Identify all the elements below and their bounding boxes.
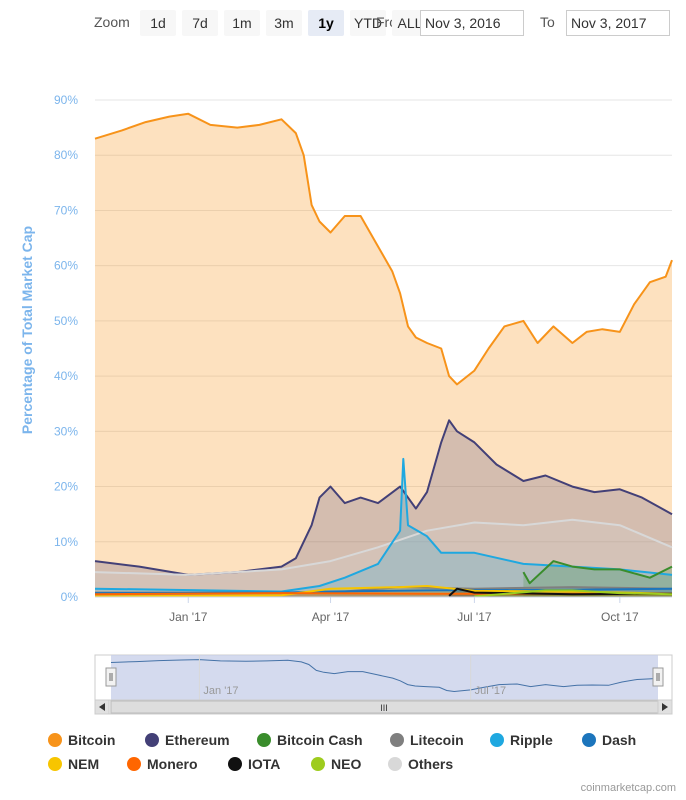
legend-dot: [257, 733, 271, 747]
y-tick-label: 20%: [54, 480, 78, 494]
zoom-7d-button[interactable]: 7d: [182, 10, 218, 36]
legend-label: NEM: [68, 756, 100, 772]
zoom-label: Zoom: [94, 14, 130, 30]
legend-dot: [228, 757, 242, 771]
legend-label: Monero: [147, 756, 198, 772]
legend-label: Ethereum: [165, 732, 230, 748]
market-cap-chart: 0% 10% 20% 30% 40% 50% 60% 70% 80% 90% Jan '17 Apr…: [19, 93, 673, 715]
legend-label: Bitcoin Cash: [277, 732, 363, 748]
legend-label: Ripple: [510, 732, 553, 748]
zoom-1d-button[interactable]: 1d: [140, 10, 176, 36]
line-others[interactable]: [94, 518, 673, 576]
y-axis-label: Percentage of Total Market Cap: [19, 226, 35, 434]
legend-item-bitcoin[interactable]: Bitcoin: [48, 732, 115, 752]
legend-item-ripple[interactable]: Ripple: [490, 732, 553, 752]
navigator-tick-label: Jul '17: [475, 685, 506, 697]
x-tick-label: Apr '17: [312, 610, 350, 624]
line-neo[interactable]: [474, 589, 673, 598]
area-ripple: [95, 458, 672, 597]
line-iota[interactable]: [448, 587, 673, 597]
legend: Bitcoin Ethereum Bitcoin Cash Litecoin R…: [0, 732, 686, 776]
x-tick-label: Jan '17: [169, 610, 208, 624]
legend-dot: [127, 757, 141, 771]
legend-item-monero[interactable]: Monero: [127, 756, 198, 776]
legend-item-bitcoin-cash[interactable]: Bitcoin Cash: [257, 732, 363, 752]
navigator-tick-label: Jan '17: [203, 685, 238, 697]
scrollbar-grip: III: [380, 703, 388, 713]
area-bitcoin: [95, 113, 672, 598]
navigator-right-handle[interactable]: [652, 667, 664, 687]
legend-item-others[interactable]: Others: [388, 756, 453, 776]
legend-dot: [582, 733, 596, 747]
legend-label: Dash: [602, 732, 637, 748]
legend-dot: [48, 733, 62, 747]
x-axis-ticks: Jan '17 Apr '17 Jul '17 Oct '17: [95, 596, 672, 624]
zoom-1y-button[interactable]: 1y: [308, 10, 344, 36]
navigator-selection[interactable]: [111, 655, 658, 700]
y-tick-label: 40%: [54, 369, 78, 383]
y-tick-label: 30%: [54, 424, 78, 438]
line-ethereum[interactable]: [94, 419, 673, 576]
legend-item-dash[interactable]: Dash: [582, 732, 636, 752]
y-tick-label: 80%: [54, 148, 78, 162]
to-label: To: [540, 14, 555, 30]
y-tick-label: 90%: [54, 93, 78, 107]
legend-item-nem[interactable]: NEM: [48, 756, 99, 776]
zoom-1m-button[interactable]: 1m: [224, 10, 260, 36]
x-tick-label: Jul '17: [457, 610, 492, 624]
legend-label: IOTA: [248, 756, 281, 772]
y-tick-label: 50%: [54, 314, 78, 328]
legend-dot: [48, 757, 62, 771]
line-bitcoin[interactable]: [94, 112, 673, 386]
legend-dot: [390, 733, 404, 747]
y-tick-label: 10%: [54, 535, 78, 549]
legend-item-iota[interactable]: IOTA: [228, 756, 280, 776]
to-date-input[interactable]: Nov 3, 2017: [566, 10, 670, 36]
area-ethereum: [95, 420, 672, 597]
arrow-right-icon: [662, 703, 668, 711]
legend-item-litecoin[interactable]: Litecoin: [390, 732, 464, 752]
navigator-ticks: Jan '17 Jul '17: [198, 655, 506, 700]
line-ripple[interactable]: [94, 457, 673, 593]
x-tick-label: Oct '17: [601, 610, 639, 624]
legend-dot: [311, 757, 325, 771]
y-tick-label: 0%: [61, 590, 79, 604]
scrollbar[interactable]: III: [94, 699, 673, 715]
y-tick-label: 70%: [54, 203, 78, 217]
legend-item-neo[interactable]: NEO: [311, 756, 361, 776]
navigator-line: [110, 659, 659, 693]
series-areas: [95, 113, 672, 598]
legend-label: Litecoin: [410, 732, 464, 748]
range-selector: Zoom 1d 7d 1m 3m 1y YTD From ALL Nov 3, …: [0, 8, 686, 40]
navigator[interactable]: Jan '17 Jul '17: [94, 654, 673, 701]
credit-link[interactable]: coinmarketcap.com: [580, 782, 676, 794]
line-bitcoin-cash[interactable]: [522, 560, 673, 585]
series-lines: [94, 112, 673, 598]
legend-dot: [490, 733, 504, 747]
legend-dot: [145, 733, 159, 747]
navigator-left-handle[interactable]: [105, 667, 117, 687]
legend-label: Bitcoin: [68, 732, 116, 748]
legend-item-ethereum[interactable]: Ethereum: [145, 732, 230, 752]
y-tick-label: 60%: [54, 259, 78, 273]
y-axis-ticks: 0% 10% 20% 30% 40% 50% 60% 70% 80% 90%: [54, 93, 78, 604]
zoom-3m-button[interactable]: 3m: [266, 10, 302, 36]
legend-dot: [388, 757, 402, 771]
legend-label: Others: [408, 756, 454, 772]
arrow-left-icon: [99, 703, 105, 711]
legend-label: NEO: [331, 756, 362, 772]
from-date-input[interactable]: Nov 3, 2016: [420, 10, 524, 36]
zoom-ytd-button[interactable]: YTD: [350, 10, 386, 36]
area-others: [95, 519, 672, 597]
